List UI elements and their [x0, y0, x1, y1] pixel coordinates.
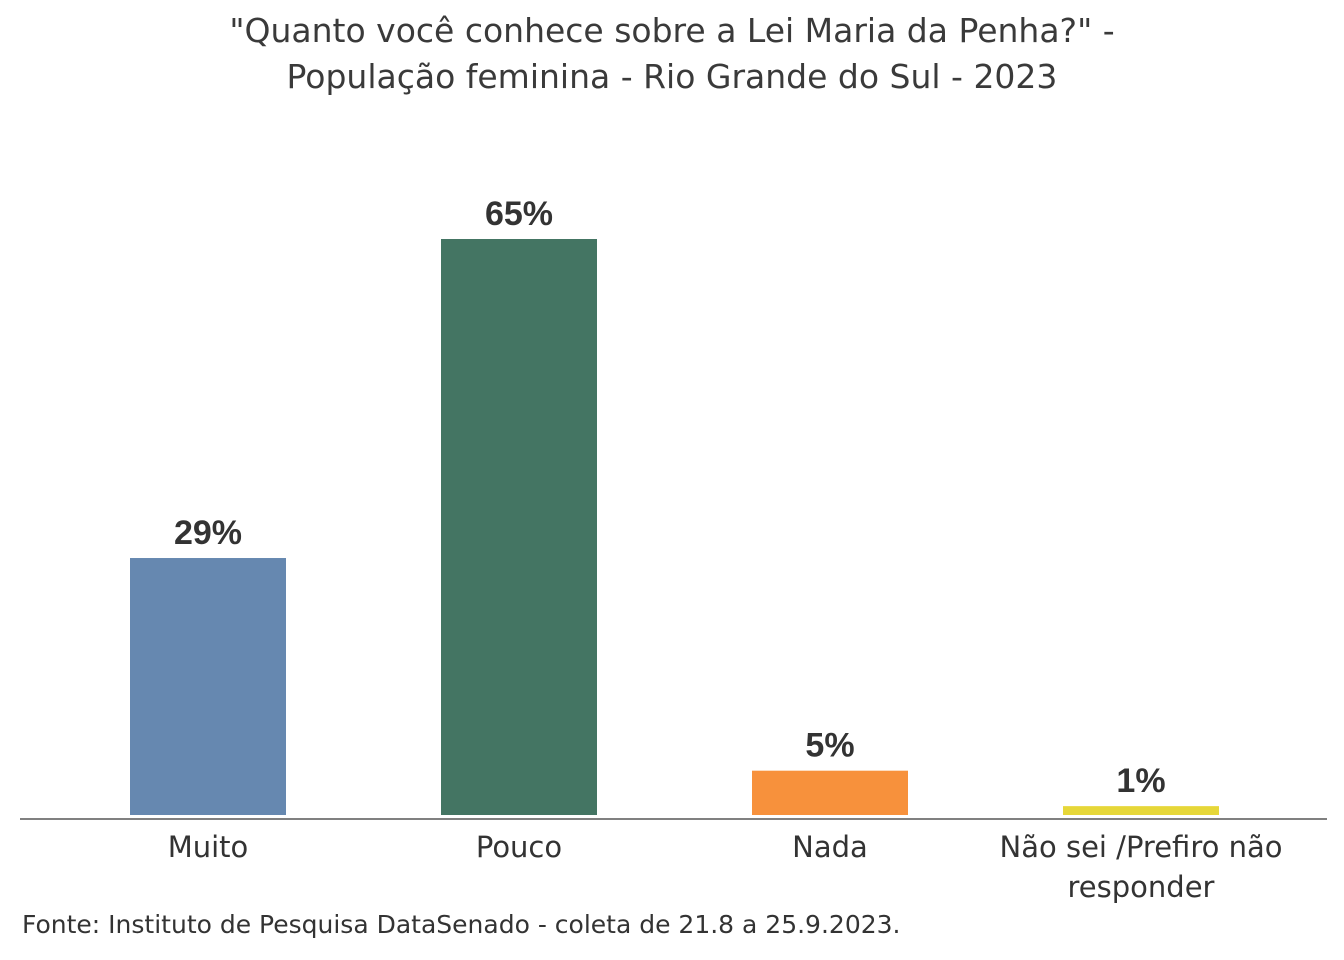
data-label: 65%: [485, 195, 553, 233]
chart-title: "Quanto você conhece sobre a Lei Maria d…: [0, 8, 1344, 100]
chart-title-line-2: População feminina - Rio Grande do Sul -…: [286, 57, 1058, 96]
bar: [130, 558, 286, 815]
bar: [1063, 806, 1219, 815]
x-tick-label: responder: [1068, 870, 1215, 904]
x-tick-label: Muito: [168, 830, 249, 864]
bar: [441, 239, 597, 815]
x-tick-label: Nada: [792, 830, 868, 864]
source-note: Fonte: Instituto de Pesquisa DataSenado …: [22, 910, 901, 939]
data-label: 1%: [1116, 762, 1165, 800]
data-label: 29%: [174, 514, 242, 552]
data-label: 5%: [805, 727, 854, 765]
bar: [752, 770, 908, 815]
x-tick-label: Não sei /Prefiro não: [1000, 830, 1283, 864]
x-tick-label: Pouco: [476, 830, 562, 864]
chart-title-line-1: "Quanto você conhece sobre a Lei Maria d…: [229, 11, 1115, 50]
